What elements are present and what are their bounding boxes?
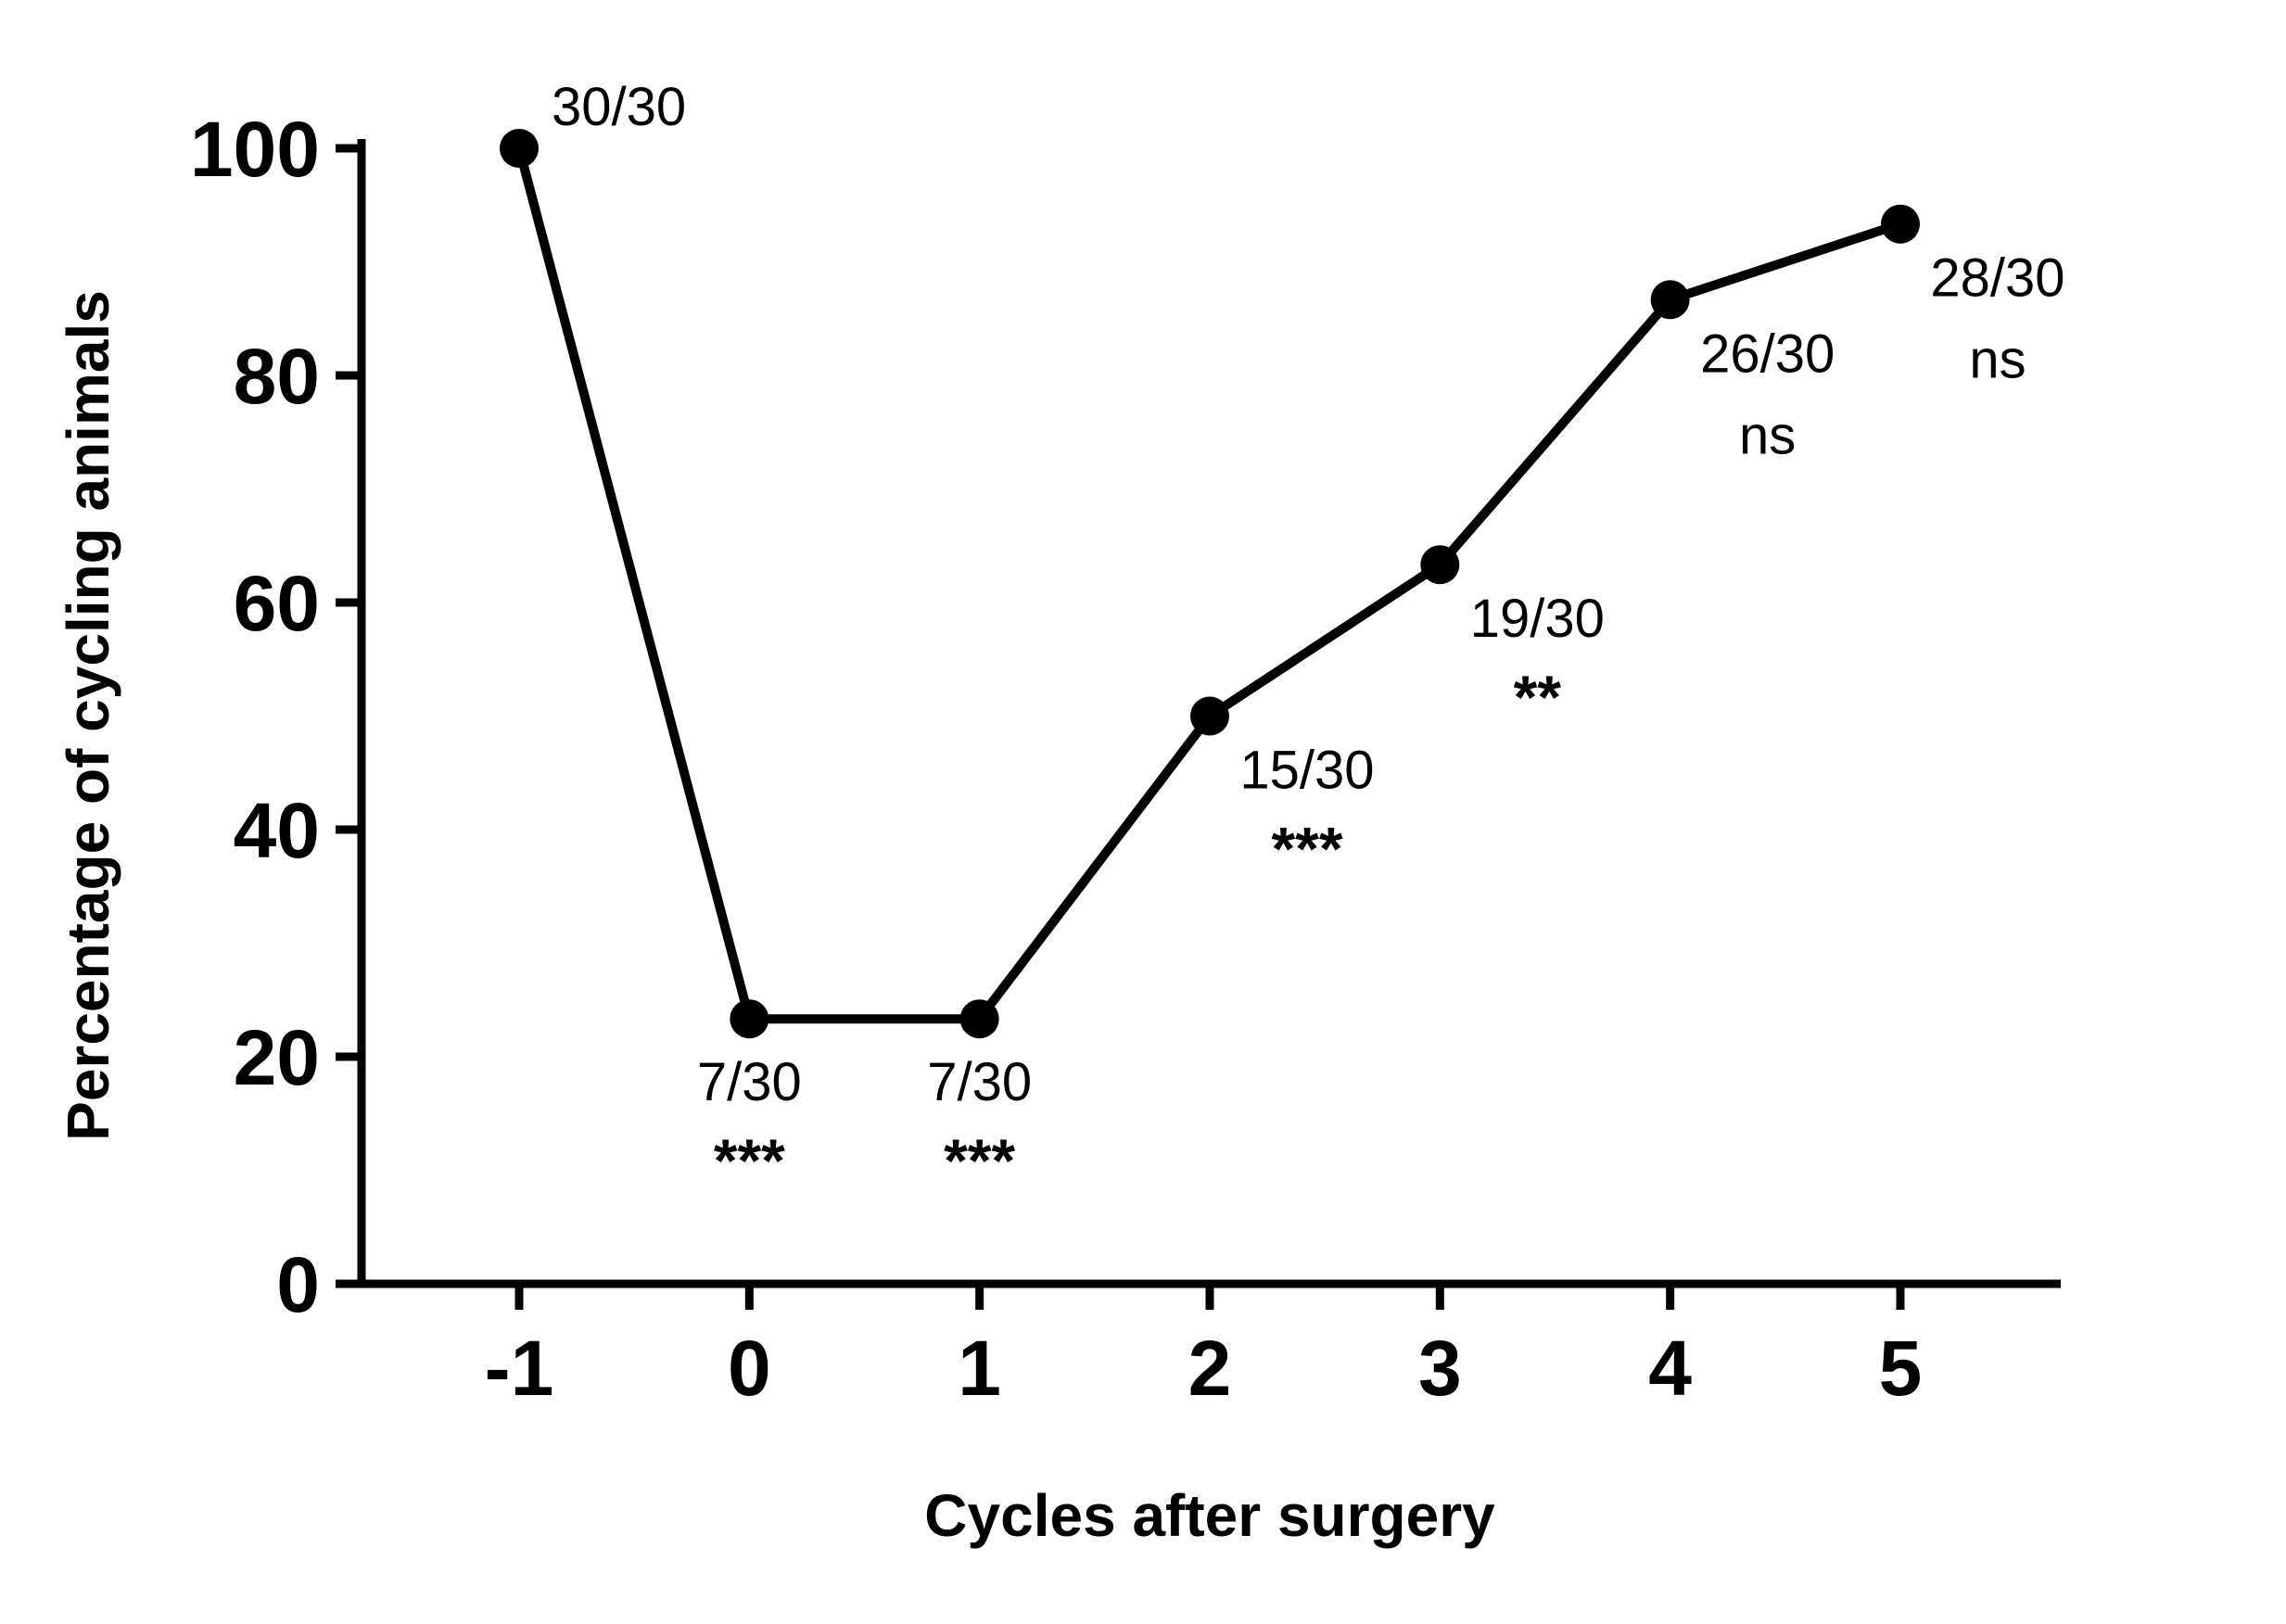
x-axis-title: Cycles after surgery	[924, 1482, 1495, 1549]
point-count-label: ns	[1739, 405, 1796, 465]
data-point	[730, 999, 769, 1039]
significance-label: ***	[944, 1126, 1015, 1195]
x-tick-label: 4	[1648, 1325, 1692, 1412]
point-count-label: 28/30	[1930, 248, 2064, 309]
point-count-label: 7/30	[697, 1052, 802, 1112]
point-count-label: 30/30	[552, 77, 686, 137]
y-tick-label: 20	[234, 1014, 320, 1101]
x-tick-label: 3	[1418, 1325, 1462, 1412]
significance-label: **	[1514, 663, 1562, 731]
y-tick-label: 100	[190, 106, 320, 193]
point-count-label: 7/30	[927, 1052, 1032, 1112]
y-tick-label: 60	[234, 560, 320, 647]
data-point	[959, 999, 999, 1039]
point-count-label: 15/30	[1239, 741, 1374, 801]
y-tick-label: 0	[276, 1241, 320, 1328]
point-count-label: ns	[1969, 330, 2026, 390]
data-point	[500, 129, 539, 168]
y-axis-title: Percentage of cycling animals	[55, 290, 121, 1141]
x-tick-label: 0	[728, 1325, 771, 1412]
y-tick-label: 80	[234, 333, 320, 420]
y-tick-label: 40	[234, 787, 320, 874]
point-count-label: 26/30	[1700, 324, 1835, 384]
data-line	[514, 146, 1902, 1024]
x-tick-label: 5	[1879, 1325, 1923, 1412]
significance-label: ***	[1271, 815, 1342, 883]
x-tick-label: 1	[958, 1325, 1001, 1412]
significance-label: ***	[714, 1126, 785, 1195]
data-point	[1881, 204, 1920, 244]
x-tick-label: -1	[485, 1325, 554, 1412]
data-point	[1190, 696, 1229, 736]
data-point	[1650, 280, 1690, 320]
point-count-label: 19/30	[1470, 589, 1605, 649]
x-tick-label: 2	[1188, 1325, 1232, 1412]
data-point	[1420, 545, 1460, 585]
